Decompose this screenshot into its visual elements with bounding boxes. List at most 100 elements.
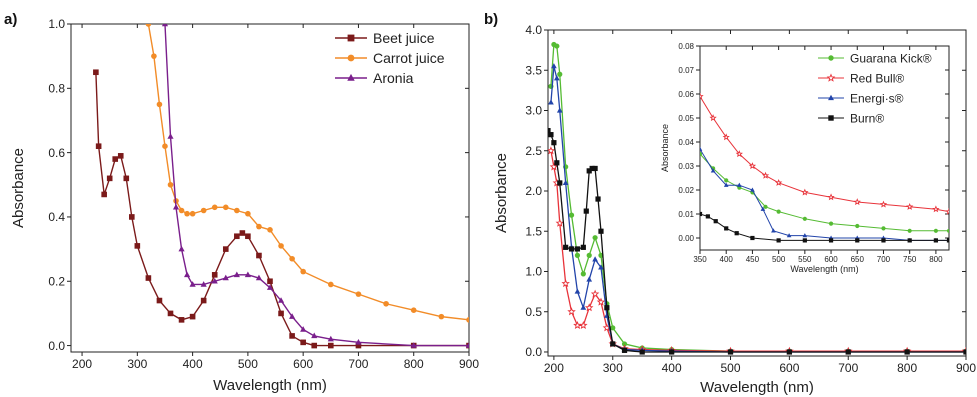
- a-series-1-point: [267, 227, 273, 233]
- inset-xtick-label: 550: [798, 255, 812, 264]
- a-series-1-point: [178, 207, 185, 214]
- inset-legend-marker-3: [828, 115, 834, 121]
- b-series-3-point: [610, 341, 616, 347]
- inset-series-0-point: [855, 223, 860, 229]
- panel-label-b: b): [484, 11, 498, 28]
- a-series-1-point: [256, 223, 262, 230]
- a-series-2-point: [161, 24, 169, 27]
- b-series-1-point: [596, 297, 606, 306]
- b-series-3-point: [621, 347, 628, 353]
- a-xtick-label: 200: [72, 357, 92, 371]
- b-xtick-label: 500: [720, 361, 740, 375]
- inset-series-1-point: [801, 188, 809, 196]
- a-legend-marker-2: [347, 73, 355, 81]
- a-series-2-point: [277, 297, 285, 303]
- a-series-group: [93, 24, 469, 349]
- a-series-0-point: [355, 342, 362, 349]
- inset-series-0-point: [933, 228, 938, 233]
- a-xtick-label: 300: [127, 357, 147, 371]
- b-series-2-point: [562, 179, 569, 186]
- inset-series-2-point: [786, 233, 792, 238]
- inset-series-0-point: [802, 216, 807, 221]
- inset-series-0-point: [907, 228, 912, 233]
- b-series-3-point: [786, 349, 792, 355]
- inset-ytick-label: 0.07: [678, 66, 694, 75]
- a-series-2-point: [211, 277, 218, 284]
- a-legend-marker-0: [347, 34, 355, 42]
- inset-series-1-point: [722, 133, 730, 141]
- a-series-2-point: [200, 281, 207, 287]
- a-xtick-label: 600: [293, 357, 313, 371]
- b-series-1-point: [579, 320, 588, 330]
- inset-xtick-label: 450: [746, 255, 760, 264]
- a-series-1-point: [300, 268, 306, 275]
- a-ytick-label: 0.6: [48, 146, 65, 160]
- b-xtick-label: 600: [779, 361, 799, 375]
- b-series-2-point: [586, 276, 593, 282]
- chart-a: 200 300 400 500 600 700 800 900 0.0 0.2 0.4 0.6 0.8 1…: [10, 17, 479, 394]
- inset-xtick-label: 800: [929, 255, 943, 264]
- inset-series-3-point: [881, 238, 886, 243]
- b-x-axis-label: Wavelength (nm): [700, 379, 814, 396]
- inset-xtick-label: 600: [824, 255, 838, 264]
- b-series-2-point: [574, 288, 581, 294]
- b-series-0-point: [610, 325, 616, 331]
- a-series-1-point: [156, 101, 163, 108]
- inset-ytick-label: 0.05: [678, 114, 694, 123]
- a-series-1-point: [167, 181, 174, 188]
- inset-series-1-point: [853, 198, 861, 206]
- a-series-1-point: [383, 300, 389, 307]
- b-xtick-label: 900: [956, 361, 976, 375]
- inset-series-3-point: [802, 238, 807, 243]
- panel-label-a: a): [4, 11, 17, 28]
- b-ytick-label: 3.0: [525, 104, 542, 118]
- a-series-1-point: [151, 53, 157, 59]
- b-series-2-point: [592, 256, 598, 262]
- b-series-2-point: [553, 75, 560, 81]
- inset-series-3-point: [855, 238, 860, 243]
- b-ytick-label: 0.5: [525, 305, 542, 319]
- inset-xtick-label: 500: [772, 255, 786, 264]
- b-series-3-point: [604, 305, 610, 311]
- a-series-0-point: [189, 313, 196, 320]
- inset-ytick-label: 0.00: [678, 234, 694, 243]
- inset-series-1-point: [761, 171, 770, 179]
- b-series-3-point: [592, 165, 598, 172]
- a-series-2-point: [255, 274, 263, 281]
- inset-ytick-label: 0.03: [678, 162, 694, 171]
- a-legend: Beet juice Carrot juice Aronia: [335, 30, 445, 86]
- a-series-0-point: [211, 272, 218, 278]
- inset-series-2-point: [700, 146, 703, 151]
- a-series-0-point: [167, 310, 174, 317]
- a-series-0-point: [93, 69, 99, 76]
- a-legend-marker-1: [347, 54, 355, 62]
- a-series-1-point: [189, 210, 196, 217]
- inset-xtick-label: 700: [877, 255, 891, 264]
- b-series-3-point: [904, 349, 910, 355]
- a-series-1-point: [278, 243, 284, 249]
- a-series-0-point: [300, 339, 306, 346]
- a-series-2-point: [167, 133, 174, 139]
- b-series-2-point: [580, 304, 587, 310]
- a-series-0-point: [134, 243, 141, 249]
- b-series-2-point: [551, 63, 557, 69]
- b-series-3-point: [548, 128, 551, 134]
- b-xtick-label: 400: [662, 361, 682, 375]
- b-ytick-label: 2.0: [525, 184, 542, 198]
- a-series-2-point: [184, 271, 191, 278]
- a-series-1-point: [211, 204, 218, 211]
- a-series-0-point: [145, 275, 152, 281]
- inset-plot-frame: [699, 45, 950, 251]
- a-series-0-point: [95, 143, 102, 149]
- inset-series-group: [700, 92, 949, 243]
- inset-legend-marker-0: [828, 55, 834, 61]
- b-series-3-point: [554, 160, 560, 166]
- b-series-3-point: [639, 349, 645, 355]
- chart-b-inset: 350 400 450 500 550 600 650 700 750 800 0.00 0.01 0.…: [660, 42, 950, 274]
- b-series-3-point: [563, 244, 569, 250]
- b-series-0-point: [568, 212, 575, 218]
- a-series-0-point: [239, 230, 246, 236]
- inset-series-0-point: [946, 228, 949, 233]
- inset-legend-label-0: Guarana Kick®: [850, 51, 932, 65]
